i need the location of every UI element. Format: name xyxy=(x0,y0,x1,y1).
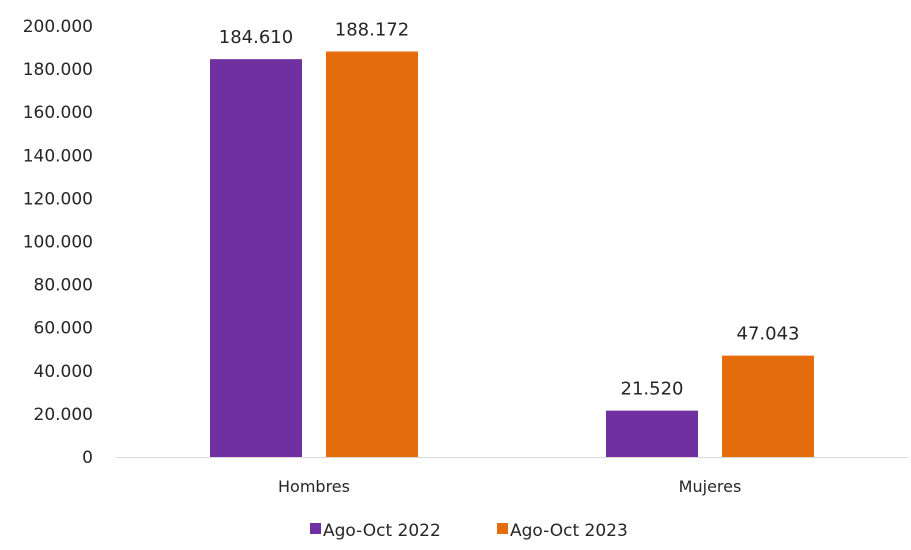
bar-hombres-2 xyxy=(326,51,418,457)
x-axis: Hombres Mujeres xyxy=(278,477,741,496)
legend-swatch xyxy=(497,523,508,534)
data-label: 47.043 xyxy=(737,324,800,345)
y-tick-label: 200.000 xyxy=(23,17,93,37)
legend-label: Ago-Oct 2023 xyxy=(510,521,628,541)
data-label: 184.610 xyxy=(219,27,293,48)
legend-swatch xyxy=(310,523,321,534)
y-tick-label: 160.000 xyxy=(23,103,93,123)
y-tick-label: 120.000 xyxy=(23,189,93,209)
bar-mujeres-2 xyxy=(722,355,814,457)
bar-hombres-1 xyxy=(210,59,302,457)
y-tick-label: 80.000 xyxy=(34,276,93,296)
y-tick-label: 180.000 xyxy=(23,60,93,80)
y-tick-label: 20.000 xyxy=(34,405,93,425)
y-axis: 0 20.000 40.000 60.000 80.000 100.000 120.000 1… xyxy=(23,17,93,468)
x-tick-label: Hombres xyxy=(278,477,350,496)
y-tick-label: 0 xyxy=(82,448,93,468)
data-label: 188.172 xyxy=(335,19,409,40)
data-labels-group: 184.610 188.172 21.520 47.043 xyxy=(219,19,800,399)
y-tick-label: 40.000 xyxy=(34,362,93,382)
legend: Ago-Oct 2022 Ago-Oct 2023 xyxy=(310,521,628,541)
y-tick-label: 100.000 xyxy=(23,233,93,253)
x-tick-label: Mujeres xyxy=(679,477,742,496)
bar-mujeres-1 xyxy=(606,410,698,457)
legend-label: Ago-Oct 2022 xyxy=(323,521,441,541)
data-label: 21.520 xyxy=(621,379,684,400)
y-tick-label: 60.000 xyxy=(34,319,93,339)
bars-group xyxy=(210,51,814,457)
y-tick-label: 140.000 xyxy=(23,146,93,166)
